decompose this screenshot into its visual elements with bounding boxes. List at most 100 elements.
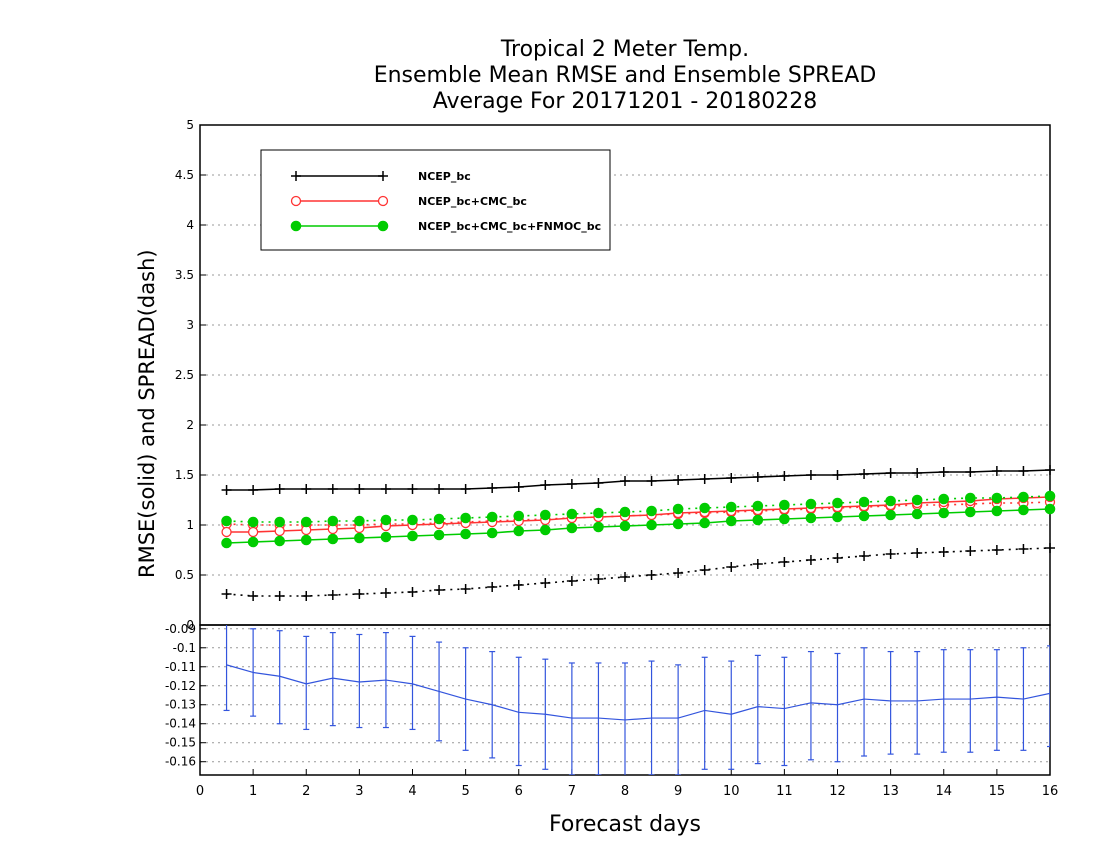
series-ncep-bc-spread-point xyxy=(726,562,737,572)
series-ncep-bc-rmse-point xyxy=(566,479,577,489)
legend-marker-ncep-bc-cmc-bc-fnmoc-bc xyxy=(377,220,389,232)
y-tick-label: -0.12 xyxy=(165,679,196,693)
x-tick-label: 7 xyxy=(568,784,576,799)
series-ncep-bc-cmc-bc-rmse-point xyxy=(221,526,232,538)
series-ncep-bc-rmse-point xyxy=(1045,465,1055,475)
series-ncep-bc-rmse-point xyxy=(513,482,524,492)
series-ncep-bc-cmc-bc-fnmoc-bc-spread-point xyxy=(274,516,285,528)
series-ncep-bc-cmc-bc-fnmoc-bc-rmse-point xyxy=(911,508,923,520)
difference-series xyxy=(223,625,1050,775)
series-ncep-bc-spread-line xyxy=(226,547,1051,597)
series-ncep-bc-cmc-bc-fnmoc-bc-rmse-point xyxy=(300,534,312,546)
series-ncep-bc-rmse-point xyxy=(221,485,232,495)
series-ncep-bc-spread-point xyxy=(327,590,338,600)
series-ncep-bc-cmc-bc-fnmoc-bc-spread-point xyxy=(646,505,657,517)
series-ncep-bc-cmc-bc-rmse-line xyxy=(226,496,1051,533)
series-ncep-bc-spread-point xyxy=(593,574,604,584)
x-tick-label: 3 xyxy=(355,784,363,799)
series-ncep-bc-spread-point xyxy=(912,548,923,558)
legend-marker-ncep-bc xyxy=(378,171,388,181)
series-ncep-bc-cmc-bc-fnmoc-bc-spread-point xyxy=(672,503,684,515)
y-tick-label: 0.5 xyxy=(175,568,194,582)
x-tick-label: 15 xyxy=(989,784,1006,799)
series-ncep-bc-cmc-bc-fnmoc-bc-rmse-point xyxy=(513,525,525,537)
series-ncep-bc-cmc-bc-fnmoc-bc-spread-point xyxy=(513,510,525,522)
x-tick-label: 1 xyxy=(249,784,257,799)
series-ncep-bc-cmc-bc-fnmoc-bc-spread-point xyxy=(725,501,737,513)
series-ncep-bc-cmc-bc-fnmoc-bc-rmse-point xyxy=(1018,504,1029,516)
x-tick-label: 2 xyxy=(302,784,310,799)
series-ncep-bc-cmc-bc-fnmoc-bc-rmse-point xyxy=(858,510,870,522)
series-ncep-bc-cmc-bc-fnmoc-bc-spread-point xyxy=(486,511,498,523)
series-ncep-bc-cmc-bc-fnmoc-bc-spread-point xyxy=(699,502,710,514)
series-ncep-bc-cmc-bc-fnmoc-bc-rmse-point xyxy=(380,531,392,543)
series-ncep-bc-spread-point xyxy=(752,559,763,569)
series-ncep-bc-rmse-point xyxy=(354,484,365,494)
series-ncep-bc-rmse-point xyxy=(885,468,896,478)
series-ncep-bc-cmc-bc-fnmoc-bc-spread-point xyxy=(911,494,923,506)
y-tick-label: 1.5 xyxy=(175,468,194,482)
series-ncep-bc-spread-point xyxy=(434,585,445,595)
series-ncep-bc-cmc-bc-fnmoc-bc-rmse-point xyxy=(540,524,551,536)
series-ncep-bc-rmse-point xyxy=(832,470,843,480)
series-ncep-bc-cmc-bc-rmse-point xyxy=(247,526,259,538)
difference-line xyxy=(226,664,1050,721)
legend-box xyxy=(260,149,611,251)
y-tick-label: -0.13 xyxy=(165,698,196,712)
series-ncep-bc-cmc-bc-fnmoc-bc-spread-point xyxy=(460,512,471,524)
series-ncep-bc-spread-point xyxy=(274,591,285,601)
series-ncep-bc-cmc-bc-fnmoc-bc-rmse-point xyxy=(938,507,950,519)
series-ncep-bc-rmse-point xyxy=(380,484,391,494)
series-ncep-bc-cmc-bc-fnmoc-bc-rmse-point xyxy=(832,511,843,523)
series-ncep-bc-cmc-bc-fnmoc-bc-rmse-point xyxy=(486,527,498,539)
series-ncep-bc-spread-point xyxy=(646,570,657,580)
legend: NCEP_bc NCEP_bc+CMC_bc NCEP_bc+CMC_bc+FNMO… xyxy=(260,149,611,251)
series-ncep-bc-cmc-bc-fnmoc-bc-spread-point xyxy=(566,508,578,520)
series-ncep-bc-cmc-bc-fnmoc-bc-rmse-point xyxy=(725,515,737,527)
y-tick-label: 0 xyxy=(186,618,194,632)
chart-title-line-3: Average For 20171201 - 20180228 xyxy=(432,89,818,114)
y-tick-label: -0.11 xyxy=(165,660,196,674)
series-ncep-bc-spread-point xyxy=(991,545,1002,555)
series-ncep-bc-rmse-point xyxy=(699,474,710,484)
series-ncep-bc-cmc-bc-fnmoc-bc-rmse-point xyxy=(965,506,976,518)
series-ncep-bc-cmc-bc-fnmoc-bc-rmse-point xyxy=(885,509,896,521)
x-tick-label: 13 xyxy=(882,784,899,799)
series-ncep-bc-spread-point xyxy=(673,568,684,578)
series-ncep-bc-spread-point xyxy=(460,584,471,594)
series-ncep-bc-cmc-bc-fnmoc-bc-rmse-line xyxy=(226,508,1051,544)
series-ncep-bc-spread-point xyxy=(513,580,524,590)
legend-label-ncep-bc-cmc-bc-fnmoc-bc: NCEP_bc+CMC_bc+FNMOC_bc xyxy=(418,220,601,233)
series-ncep-bc-cmc-bc-fnmoc-bc-spread-point xyxy=(1044,490,1056,502)
series-ncep-bc-cmc-bc-fnmoc-bc-spread-point xyxy=(540,509,551,521)
series-ncep-bc-cmc-bc-fnmoc-bc-rmse-point xyxy=(407,530,418,542)
series-ncep-bc-cmc-bc-fnmoc-bc-rmse-point xyxy=(805,512,817,524)
series-ncep-bc-cmc-bc-fnmoc-bc-spread-point xyxy=(247,516,259,528)
series-ncep-bc-rmse-point xyxy=(248,485,259,495)
legend-marker-ncep-bc-cmc-bc xyxy=(290,195,302,207)
series-ncep-bc-cmc-bc-fnmoc-bc-rmse-point xyxy=(699,517,710,529)
series-ncep-bc-rmse-point xyxy=(620,476,630,486)
series-ncep-bc-spread-point xyxy=(965,546,976,556)
legend-marker-ncep-bc xyxy=(291,171,301,181)
chart-title-line-2: Ensemble Mean RMSE and Ensemble SPREAD xyxy=(373,63,877,88)
series-ncep-bc-cmc-bc-fnmoc-bc-spread-point xyxy=(221,515,232,527)
x-tick-label: 16 xyxy=(1042,784,1059,799)
series-ncep-bc-rmse-point xyxy=(487,483,498,493)
series-ncep-bc-spread-point xyxy=(221,589,232,599)
x-tick-label: 10 xyxy=(723,784,740,799)
series-ncep-bc-rmse-point xyxy=(965,467,976,477)
series-ncep-bc-cmc-bc-fnmoc-bc-spread-point xyxy=(938,493,950,505)
series-ncep-bc-rmse-point xyxy=(779,471,790,481)
series-ncep-bc-cmc-bc-fnmoc-bc-spread-point xyxy=(858,496,870,508)
series-ncep-bc-cmc-bc-fnmoc-bc-spread-point xyxy=(752,500,764,512)
series-ncep-bc-cmc-bc-fnmoc-bc-rmse-point xyxy=(433,529,445,541)
series-ncep-bc-cmc-bc-fnmoc-bc-rmse-point xyxy=(672,518,684,530)
series-ncep-bc-cmc-bc-fnmoc-bc-spread-point xyxy=(885,495,896,507)
y-tick-label: 4.5 xyxy=(175,168,194,182)
series-ncep-bc-cmc-bc-fnmoc-bc-rmse-point xyxy=(566,522,578,534)
series-ncep-bc-spread-point xyxy=(301,591,312,601)
y-tick-label: 2.5 xyxy=(175,368,194,382)
series-ncep-bc-spread-point xyxy=(407,587,418,597)
series-ncep-bc-rmse-point xyxy=(540,480,551,490)
